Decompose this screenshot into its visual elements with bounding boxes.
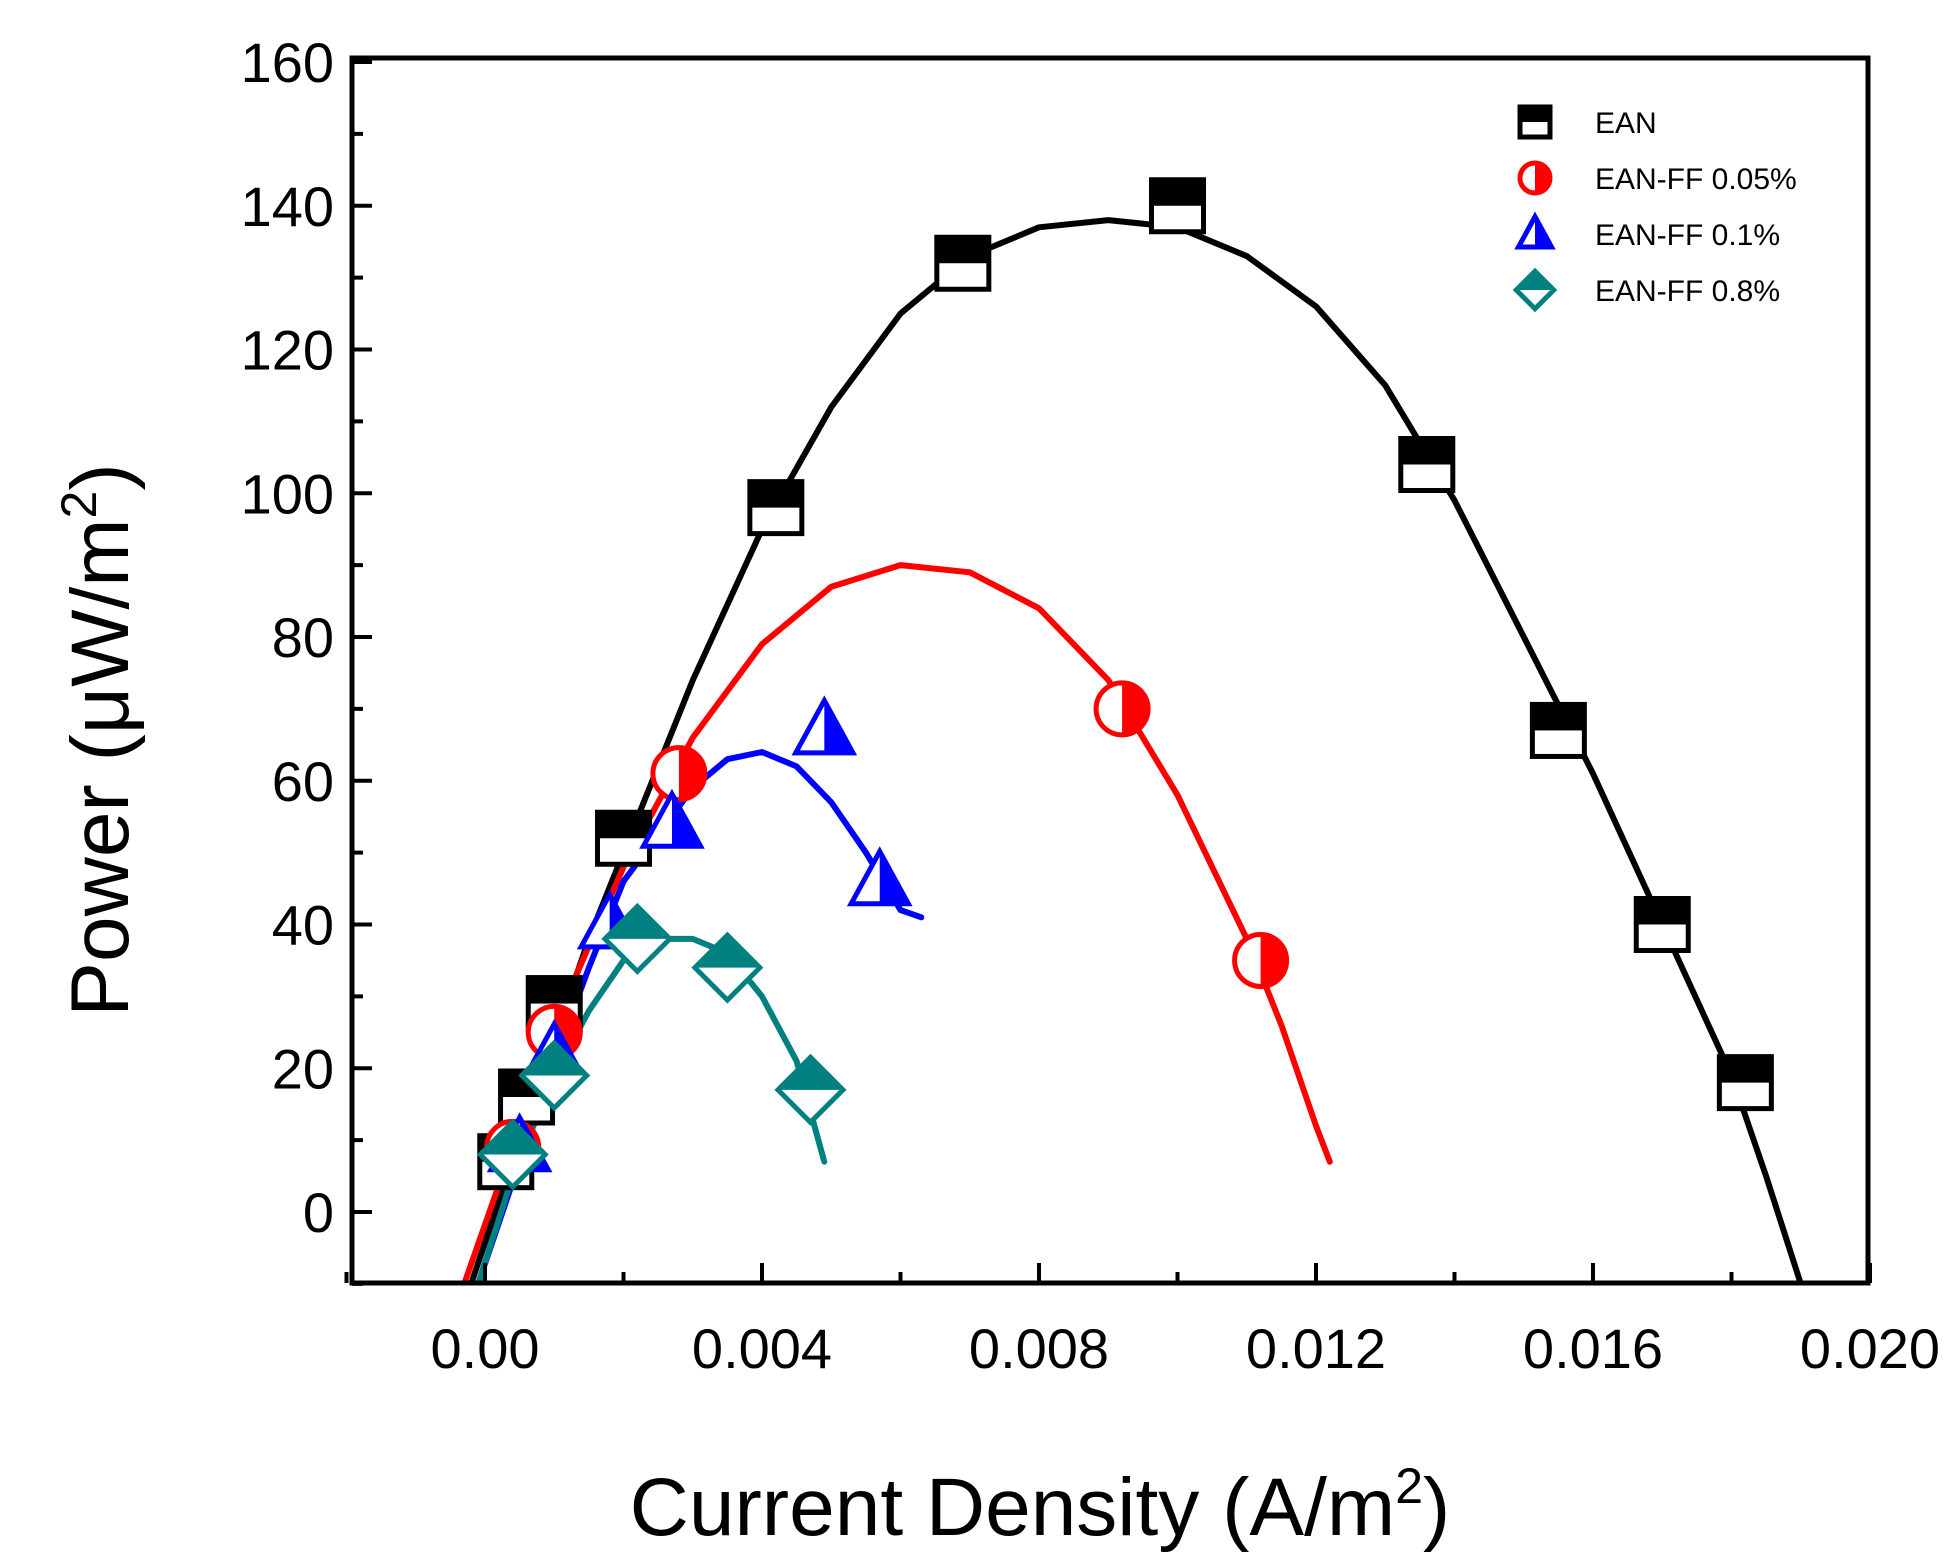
x-axis-ticks: 0.00 0.004 0.008 0.012 0.016 0.020	[344, 1263, 1940, 1380]
data-point-series-3	[518, 1039, 591, 1112]
marker-fill	[671, 793, 701, 847]
legend: EAN EAN-FF 0.05% EAN-FF 0.1% EAN-FF 0.8%	[1512, 104, 1797, 313]
marker-fill	[879, 851, 909, 904]
y-axis-title: Power (μW/m2)	[51, 463, 146, 1016]
legend-label: EAN-FF 0.05%	[1595, 163, 1797, 196]
data-point-series-2	[639, 788, 705, 849]
marker-fill	[936, 237, 989, 264]
data-point-series-3	[691, 931, 764, 1004]
marker-fill	[1400, 438, 1453, 465]
marker-fill	[1535, 163, 1550, 193]
data-point-series-0	[595, 809, 652, 867]
legend-marker	[1517, 104, 1553, 140]
x-axis-title: Current Density (A/m2)	[630, 1458, 1451, 1553]
fit-line-series-0	[468, 217, 1804, 1283]
data-point-series-0	[1633, 896, 1691, 953]
legend-marker	[1512, 267, 1558, 313]
legend-marker	[1517, 160, 1553, 196]
x-axis-title-close: )	[1423, 1462, 1450, 1553]
marker-fill	[1532, 704, 1585, 731]
y-tick-label: 60	[272, 750, 334, 813]
marker-fill	[1516, 271, 1554, 290]
marker-fill	[521, 1042, 587, 1076]
x-tick-label: 0.012	[1246, 1317, 1386, 1380]
x-tick-label: 0.004	[692, 1317, 832, 1380]
marker-fill	[1122, 682, 1149, 735]
marker-fill	[528, 977, 581, 1004]
marker-fill	[1719, 1056, 1772, 1083]
marker-fill	[777, 1057, 843, 1090]
y-tick-label: 0	[303, 1181, 334, 1244]
data-point-series-2	[846, 846, 913, 907]
y-tick-label: 120	[241, 319, 334, 382]
y-tick-label: 140	[241, 175, 334, 238]
y-tick-label: 80	[272, 606, 334, 669]
y-tick-label: 20	[272, 1037, 334, 1100]
data-point-series-0	[1398, 436, 1456, 493]
data-point-series-3	[476, 1118, 549, 1191]
x-tick-label: 0.020	[1800, 1317, 1940, 1380]
x-tick-label: 0.016	[1523, 1317, 1663, 1380]
data-point-series-0	[1529, 701, 1587, 759]
data-point-series-2	[791, 695, 858, 756]
data-point-series-1	[1232, 931, 1290, 989]
marker-fill	[604, 906, 670, 939]
data-point-series-3	[601, 902, 674, 975]
data-point-series-1	[650, 745, 708, 803]
legend-label: EAN-FF 0.1%	[1595, 219, 1780, 252]
plot-frame	[349, 55, 1871, 1286]
marker-fill	[678, 747, 705, 800]
marker-fill	[1636, 898, 1689, 925]
data-point-series-0	[934, 234, 992, 292]
marker-fill	[694, 935, 760, 968]
y-tick-label: 160	[241, 31, 334, 94]
marker-fill	[749, 481, 802, 508]
marker-fill	[1151, 179, 1204, 206]
legend-label: EAN	[1595, 107, 1657, 140]
y-axis-title-close: )	[55, 463, 146, 490]
y-tick-label: 100	[241, 462, 334, 525]
marker-fill	[597, 812, 650, 839]
x-tick-label: 0.008	[969, 1317, 1109, 1380]
y-axis-title-superscript: 2	[51, 491, 107, 519]
data-point-series-0	[1149, 177, 1206, 235]
marker-fill	[824, 700, 853, 753]
marker-fill	[1520, 107, 1550, 122]
legend-label: EAN-FF 0.8%	[1595, 275, 1780, 308]
legend-marker	[1514, 211, 1556, 250]
marker-fill	[1260, 934, 1287, 987]
marker-fill	[1535, 216, 1552, 247]
data-point-series-0	[747, 479, 805, 537]
data-point-series-0	[1716, 1054, 1774, 1112]
marker-fill	[480, 1122, 546, 1155]
data-point-series-3	[774, 1053, 847, 1126]
data-markers	[476, 177, 1774, 1191]
x-tick-label: 0.00	[431, 1317, 540, 1380]
x-axis-title-superscript: 2	[1395, 1458, 1423, 1514]
data-point-series-1	[1093, 680, 1151, 738]
y-axis-ticks: 0 20 40 60 80 100 120 140 160	[241, 31, 372, 1286]
y-tick-label: 40	[272, 894, 334, 957]
